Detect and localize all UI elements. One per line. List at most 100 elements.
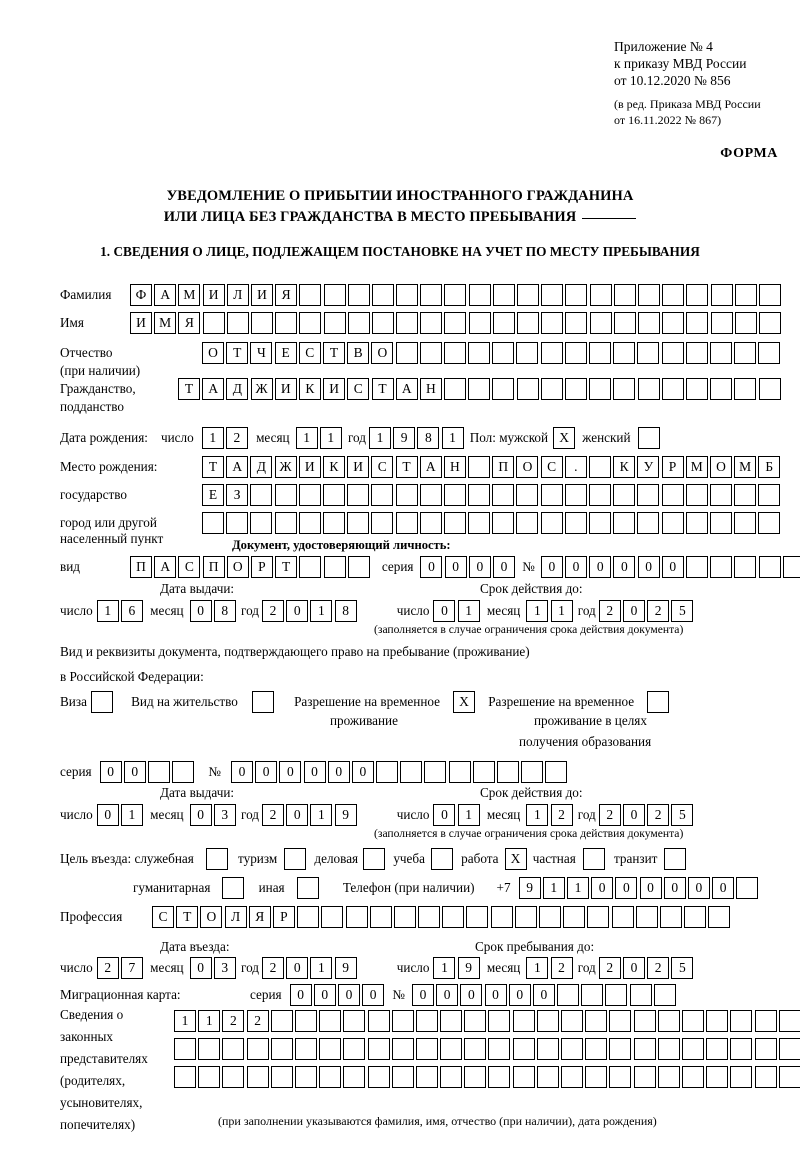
- char-cell[interactable]: [563, 906, 586, 928]
- char-cell[interactable]: О: [202, 342, 224, 364]
- char-cell[interactable]: 0: [303, 761, 326, 783]
- char-cell[interactable]: [516, 378, 539, 400]
- char-cell[interactable]: [536, 1038, 559, 1060]
- char-cell[interactable]: 7: [120, 957, 143, 979]
- char-cell[interactable]: 1: [566, 877, 589, 899]
- char-cell[interactable]: 0: [189, 957, 212, 979]
- char-cell[interactable]: 2: [96, 957, 119, 979]
- char-cell[interactable]: 1: [457, 804, 480, 826]
- char-cell[interactable]: [561, 1010, 583, 1032]
- char-cell[interactable]: [561, 1066, 583, 1088]
- char-cell[interactable]: [294, 1038, 317, 1060]
- char-cell[interactable]: [512, 1038, 535, 1060]
- char-cell[interactable]: М: [178, 284, 201, 306]
- char-cell[interactable]: [468, 342, 491, 364]
- char-cell[interactable]: С: [152, 906, 174, 928]
- char-cell[interactable]: [395, 484, 418, 506]
- char-cell[interactable]: 5: [671, 804, 694, 826]
- char-cell[interactable]: [758, 484, 781, 506]
- char-cell[interactable]: Д: [226, 378, 249, 400]
- char-cell[interactable]: [371, 312, 394, 334]
- char-cell[interactable]: [681, 1038, 704, 1060]
- char-cell[interactable]: [319, 1038, 342, 1060]
- char-cell[interactable]: Ж: [250, 378, 273, 400]
- char-cell[interactable]: 1: [198, 1010, 221, 1032]
- char-cell[interactable]: [319, 1066, 342, 1088]
- char-cell[interactable]: [371, 512, 394, 534]
- char-cell[interactable]: [629, 984, 652, 1006]
- char-cell[interactable]: П: [130, 556, 152, 578]
- char-cell[interactable]: [657, 1010, 680, 1032]
- char-cell[interactable]: [468, 512, 491, 534]
- char-cell[interactable]: [758, 284, 781, 306]
- char-cell[interactable]: [395, 342, 418, 364]
- char-cell[interactable]: 0: [286, 804, 309, 826]
- char-cell[interactable]: 2: [225, 427, 248, 449]
- char-cell[interactable]: 0: [362, 984, 385, 1006]
- char-cell[interactable]: [284, 848, 307, 870]
- char-cell[interactable]: [415, 1038, 438, 1060]
- char-cell[interactable]: [393, 906, 416, 928]
- char-cell[interactable]: [565, 284, 588, 306]
- char-cell[interactable]: 0: [189, 600, 212, 622]
- char-cell[interactable]: [710, 284, 733, 306]
- char-cell[interactable]: 3: [213, 957, 236, 979]
- char-cell[interactable]: [492, 378, 515, 400]
- char-cell[interactable]: [226, 312, 249, 334]
- char-cell[interactable]: 9: [393, 427, 416, 449]
- char-cell[interactable]: 1: [310, 804, 333, 826]
- char-cell[interactable]: [540, 342, 563, 364]
- char-cell[interactable]: 1: [542, 877, 565, 899]
- char-cell[interactable]: [613, 512, 636, 534]
- char-cell[interactable]: [323, 312, 346, 334]
- char-cell[interactable]: [464, 1038, 487, 1060]
- char-cell[interactable]: [391, 1066, 414, 1088]
- char-cell[interactable]: [539, 906, 561, 928]
- char-cell[interactable]: [633, 1038, 656, 1060]
- char-cell[interactable]: 0: [411, 984, 434, 1006]
- char-cell[interactable]: [661, 342, 684, 364]
- char-cell[interactable]: 0: [565, 556, 587, 578]
- char-cell[interactable]: Я: [178, 312, 201, 334]
- char-cell[interactable]: [296, 877, 319, 899]
- char-cell[interactable]: С: [298, 342, 321, 364]
- char-cell[interactable]: [448, 761, 471, 783]
- char-cell[interactable]: 0: [313, 984, 336, 1006]
- representatives-input-2[interactable]: [174, 1038, 800, 1060]
- char-cell[interactable]: [684, 906, 707, 928]
- char-cell[interactable]: 9: [334, 804, 357, 826]
- char-cell[interactable]: 0: [279, 761, 302, 783]
- char-cell[interactable]: [415, 1066, 438, 1088]
- char-cell[interactable]: Ф: [130, 284, 152, 306]
- char-cell[interactable]: [468, 284, 491, 306]
- char-cell[interactable]: 1: [120, 804, 143, 826]
- char-cell[interactable]: [198, 1038, 221, 1060]
- char-cell[interactable]: 0: [123, 761, 146, 783]
- char-cell[interactable]: [270, 1038, 293, 1060]
- birthplace-input-3[interactable]: [202, 512, 783, 534]
- char-cell[interactable]: [516, 342, 539, 364]
- char-cell[interactable]: А: [202, 378, 225, 400]
- char-cell[interactable]: [589, 284, 612, 306]
- char-cell[interactable]: [517, 284, 539, 306]
- char-cell[interactable]: [778, 1066, 800, 1088]
- char-cell[interactable]: 1: [319, 427, 342, 449]
- char-cell[interactable]: [661, 512, 684, 534]
- char-cell[interactable]: [536, 1066, 559, 1088]
- char-cell[interactable]: 1: [526, 957, 549, 979]
- char-cell[interactable]: 0: [661, 556, 684, 578]
- char-cell[interactable]: [468, 312, 491, 334]
- char-cell[interactable]: [90, 691, 113, 713]
- char-cell[interactable]: Л: [226, 284, 249, 306]
- char-cell[interactable]: [468, 378, 491, 400]
- char-cell[interactable]: И: [347, 456, 370, 478]
